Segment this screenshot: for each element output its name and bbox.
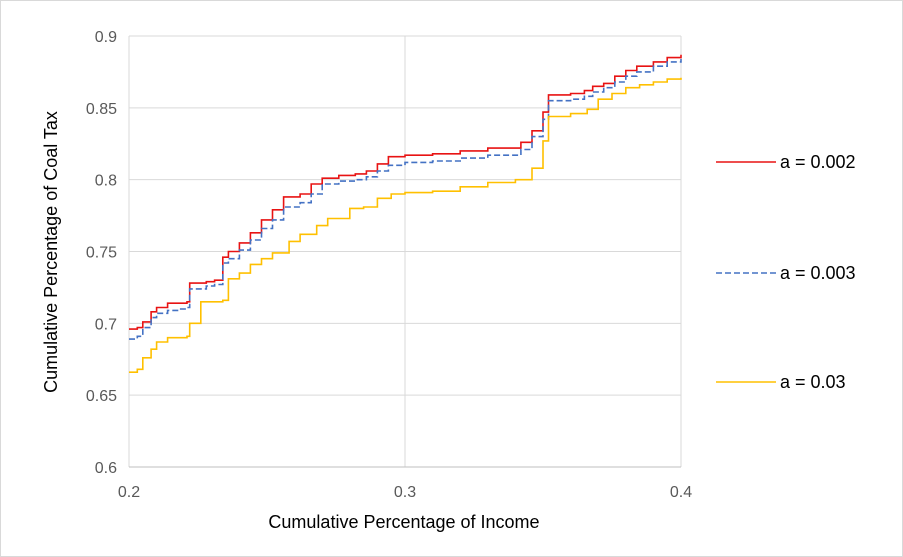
series-line-3 [129, 77, 682, 373]
y-tick-label: 0.6 [95, 460, 117, 477]
legend: a = 0.002 a = 0.003 a = 0.03 [716, 152, 856, 392]
x-tick-labels: 0.2 0.3 0.4 [118, 484, 692, 501]
grid [128, 35, 682, 467]
y-axis-title: Cumulative Percentage of Coal Tax [41, 111, 61, 393]
y-tick-label: 0.75 [86, 245, 117, 262]
x-tick-label: 0.4 [670, 484, 692, 501]
legend-label-3: a = 0.03 [780, 372, 846, 392]
legend-label-1: a = 0.002 [780, 152, 856, 172]
series-lines [129, 54, 682, 373]
y-tick-label: 0.85 [86, 101, 117, 118]
x-tick-label: 0.2 [118, 484, 140, 501]
y-tick-label: 0.8 [95, 173, 117, 190]
x-tick-label: 0.3 [394, 484, 416, 501]
y-tick-label: 0.65 [86, 388, 117, 405]
y-tick-label: 0.7 [95, 316, 117, 333]
y-tick-labels: 0.6 0.65 0.7 0.75 0.8 0.85 0.9 [86, 29, 117, 477]
x-axis-title: Cumulative Percentage of Income [268, 512, 539, 532]
series-line-2 [129, 59, 682, 340]
y-tick-label: 0.9 [95, 29, 117, 46]
legend-label-2: a = 0.003 [780, 263, 856, 283]
